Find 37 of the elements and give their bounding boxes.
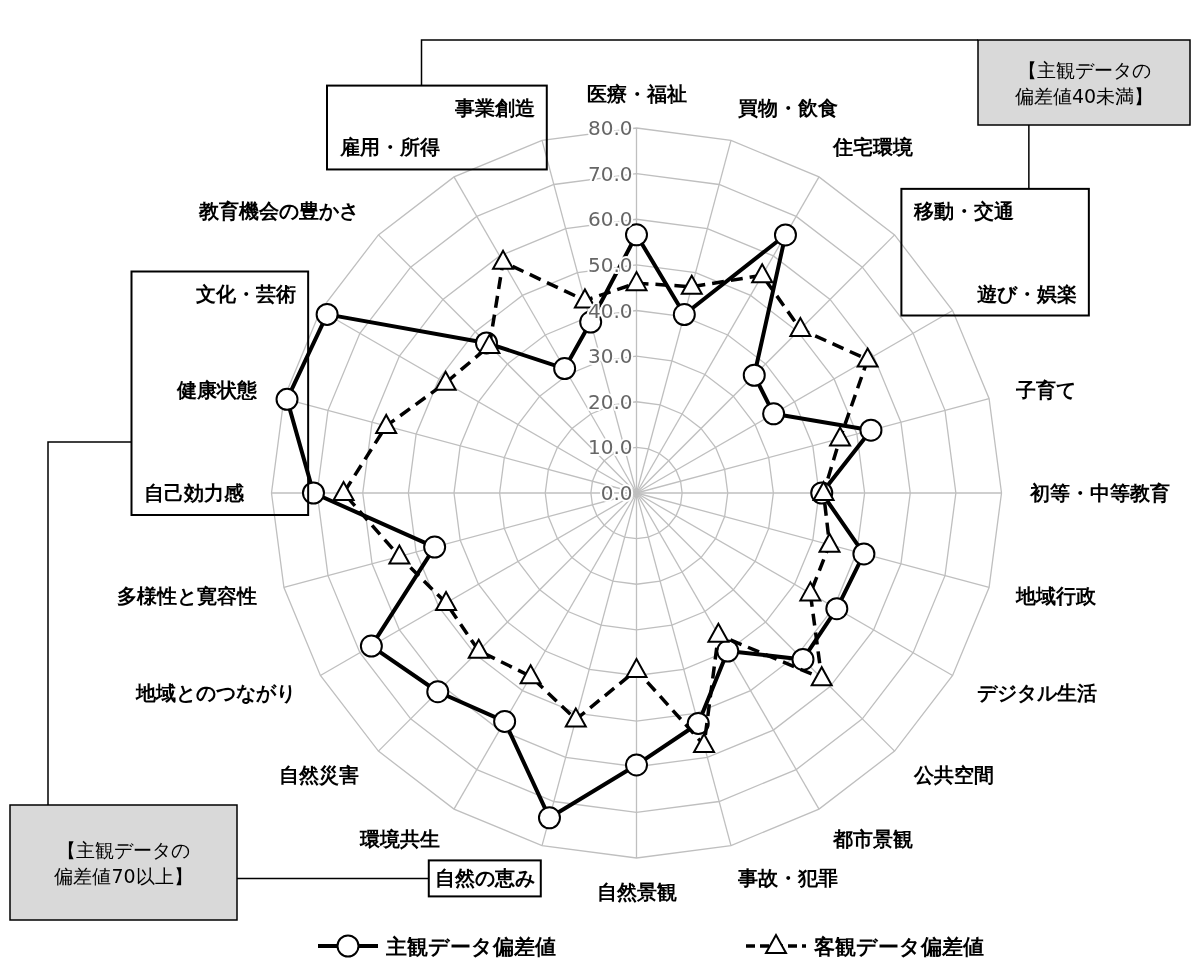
spoke-label: 移動・交通 [913, 198, 1015, 223]
spoke-label: 事故・犯罪 [737, 866, 839, 891]
spoke-label: 医療・福祉 [586, 82, 687, 106]
text: 偏差値70以上】 [54, 864, 193, 887]
y-tick-label: 0.0 [600, 481, 633, 505]
legend-label: 客観データ偏差値 [813, 935, 984, 959]
spoke-label: 初等・中等教育 [1028, 481, 1170, 505]
spoke-label: 地域とのつながり [135, 680, 297, 705]
spoke-label: 事業創造 [453, 95, 535, 120]
text: 【主観データの [57, 838, 190, 861]
legend-label: 主観データ偏差値 [385, 935, 556, 959]
y-tick-label: 30.0 [587, 344, 633, 369]
spoke-label: 遊び・娯楽 [976, 281, 1077, 306]
text: 【主観データの [1017, 58, 1151, 81]
spoke-label: 自然景観 [596, 880, 677, 904]
spoke-label: 環境共生 [359, 826, 440, 851]
spoke-label: 子育て [1015, 377, 1077, 402]
y-tick-label: 80.0 [587, 116, 633, 140]
spoke-label: デジタル生活 [976, 680, 1097, 705]
spoke-label: 地域行政 [1015, 584, 1098, 609]
spoke-label: 雇用・所得 [339, 135, 440, 160]
spoke-label: 自己効力感 [143, 481, 245, 505]
y-tick-label: 20.0 [587, 389, 633, 414]
spoke-label: 文化・芸術 [195, 281, 297, 306]
spoke-label: 都市景観 [832, 826, 913, 851]
spoke-label: 多様性と寛容性 [116, 584, 257, 609]
spoke-label: 健康状態 [175, 377, 258, 402]
y-tick-label: 60.0 [587, 207, 633, 232]
text: 偏差値40未満】 [1014, 84, 1154, 107]
y-tick-label: 70.0 [587, 161, 633, 186]
spoke-label: 買物・飲食 [737, 95, 839, 120]
spoke-label: 住宅環境 [832, 135, 913, 160]
spoke-label: 教育機会の豊かさ [197, 198, 359, 223]
spoke-label: 自然災害 [278, 763, 359, 788]
spoke-label: 自然の恵み [434, 866, 535, 891]
spoke-label: 公共空間 [913, 763, 995, 788]
y-tick-label: 10.0 [587, 435, 633, 460]
